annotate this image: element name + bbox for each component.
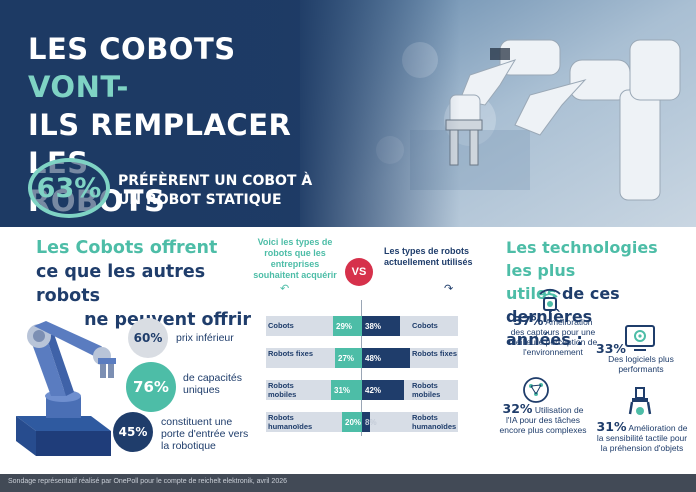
tech-software-label: Des logiciels plus performants: [608, 354, 674, 374]
curved-arrow-right-icon: ↷: [444, 283, 454, 295]
tech-item-tactile: 31% Amélioration de la sensibilité tacti…: [594, 419, 690, 453]
chart-right-header: Les types de robots actuellement utilisé…: [384, 246, 473, 267]
vs-badge: VS: [345, 258, 373, 286]
hero-banner: LES COBOTS VONT- ILS REMPLACER LES ROBOT…: [0, 0, 696, 227]
tech-sensors-label: Amélioration des capteurs pour une meill…: [508, 317, 598, 357]
stat-circle-entry-point: 45%: [113, 412, 153, 452]
tech-item-sensors: 37% Amélioration des capteurs pour une m…: [508, 313, 598, 357]
bar-wanted-cobots: 29%: [333, 316, 362, 336]
right-title-part-a: Les technologies les plus: [506, 238, 658, 280]
bar-wanted-humanoid-robots: 20%: [342, 412, 362, 432]
stat-label-entry-point: constituent une porte d'entrée vers la r…: [161, 416, 249, 452]
category-label-right-fixed-robots: Robots fixes: [412, 349, 458, 358]
category-label-left-fixed-robots: Robots fixes: [268, 349, 314, 358]
category-label-right-humanoid-robots: Robots humanoïdes: [412, 413, 457, 431]
bar-current-humanoid-robots: 8%: [362, 412, 377, 432]
tech-tactile-label: Amélioration de la sensibilité tactile p…: [596, 423, 688, 453]
category-label-right-mobile-robots: Robots mobiles: [412, 381, 441, 399]
bar-current-mobile-robots: 42%: [362, 380, 404, 400]
stat-circle-unique-capabilities: 76%: [126, 362, 176, 412]
headline-stat-text: PRÉFÈRENT UN COBOT À UN ROBOT STATIQUE: [118, 173, 313, 208]
chart-left-header: Voici les types de robots que les entrep…: [253, 237, 337, 280]
ai-brain-icon: [523, 377, 549, 403]
bar-current-fixed-robots: 48%: [362, 348, 410, 368]
stat-label-lower-price: prix inférieur: [176, 332, 234, 344]
footer-bar: Sondage représentatif réalisé par OnePol…: [0, 474, 696, 492]
tech-ai-value: 32%: [502, 401, 533, 416]
category-label-left-cobots: Cobots: [268, 321, 294, 330]
headline-stat-value: 63%: [28, 158, 110, 218]
gripper-icon: [628, 387, 652, 415]
tech-sensors-value: 37%: [513, 313, 544, 328]
chart-center-axis: [361, 300, 362, 436]
category-label-right-cobots: Cobots: [412, 321, 438, 330]
stat-circle-lower-price: 60%: [128, 318, 168, 358]
title-part-accent: VONT-: [28, 70, 129, 104]
sensor-icon: [539, 288, 561, 316]
tech-ai-label: Utilisation de l'IA pour des tâches enco…: [499, 405, 587, 435]
stat-label-unique-capabilities: de capacités uniques: [183, 372, 242, 396]
title-part-white: LES COBOTS: [28, 32, 236, 66]
footer-source-text: Sondage représentatif réalisé par OnePol…: [8, 478, 287, 485]
tech-tactile-value: 31%: [596, 419, 627, 434]
tech-software-value: 33%: [596, 341, 626, 356]
bar-wanted-mobile-robots: 31%: [331, 380, 362, 400]
category-label-left-humanoid-robots: Robots humanoïdes: [268, 413, 313, 431]
bar-current-cobots: 38%: [362, 316, 400, 336]
left-title-line-3: ne peuvent offrir: [84, 310, 251, 330]
left-title-line-1: Les Cobots offrent: [36, 238, 218, 258]
curved-arrow-left-icon: ↶: [280, 283, 290, 295]
right-title-part-c: de ces dernières: [506, 284, 620, 326]
tech-item-software: 33% Des logiciels plus performants: [596, 341, 686, 374]
left-title-line-2: ce que les autres robots: [36, 262, 206, 306]
software-icon: [625, 325, 655, 351]
tech-item-ai: 32% Utilisation de l'IA pour des tâches …: [496, 401, 590, 435]
bar-wanted-fixed-robots: 27%: [335, 348, 362, 368]
right-section-title: Les technologies les plus utiles de ces …: [506, 236, 681, 351]
category-label-left-mobile-robots: Robots mobiles: [268, 381, 297, 399]
left-section-title: Les Cobots offrent ce que les autres rob…: [36, 236, 251, 332]
industrial-robot-arm-icon: [16, 321, 116, 456]
right-title-part-d: années :: [506, 330, 583, 349]
